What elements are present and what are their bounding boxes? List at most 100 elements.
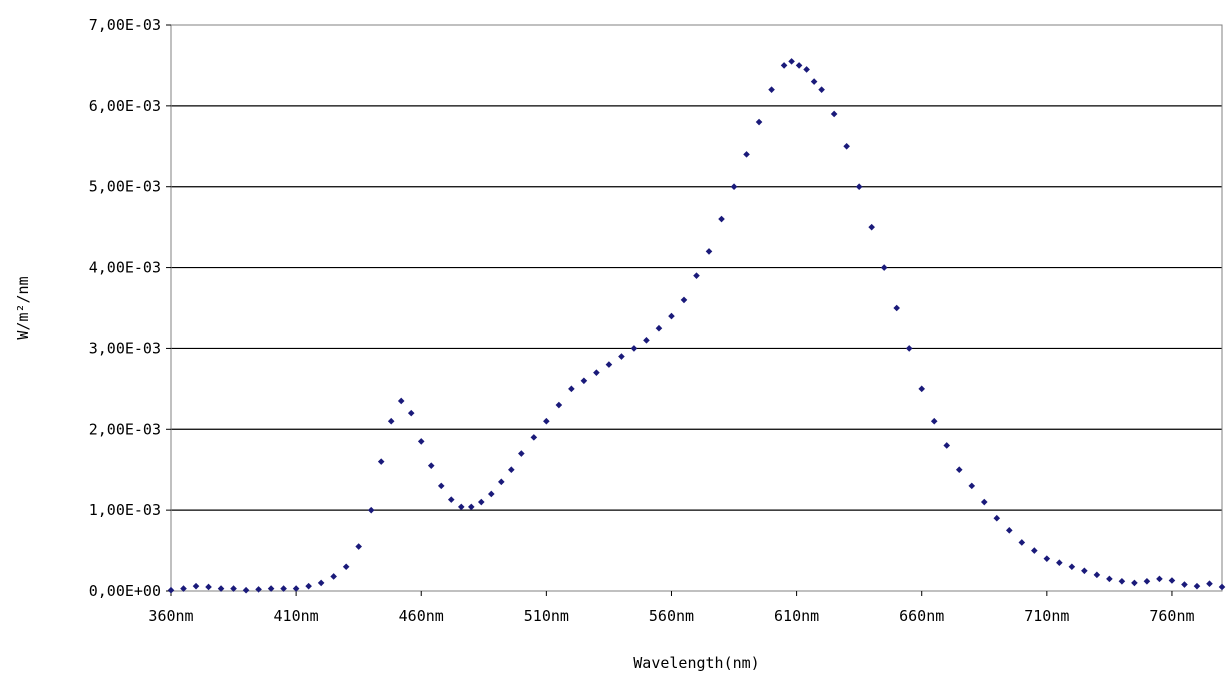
data-point: [980, 498, 988, 506]
data-point: [417, 438, 425, 445]
y-tick-label: 0,00E+00: [89, 582, 161, 600]
data-point: [1005, 527, 1013, 534]
y-tick-label: 4,00E-03: [89, 259, 161, 277]
data-point: [457, 503, 465, 511]
y-axis-title: W/m²/nm: [14, 276, 32, 339]
gridlines: [171, 105, 1222, 511]
x-tick-label: 460nm: [399, 607, 444, 625]
data-point: [1181, 581, 1188, 588]
data-point: [930, 417, 938, 425]
data-point: [467, 503, 475, 511]
data-point: [1156, 575, 1163, 583]
data-point: [518, 450, 525, 457]
y-tick-label: 2,00E-03: [89, 420, 161, 438]
data-point: [377, 458, 385, 465]
data-point: [1018, 539, 1026, 546]
data-point: [355, 543, 362, 550]
data-point: [880, 264, 888, 271]
data-point: [543, 417, 550, 425]
data-point: [630, 345, 638, 352]
data-point: [397, 397, 405, 405]
data-point: [788, 58, 795, 65]
data-point: [768, 86, 775, 93]
data-point: [1206, 580, 1213, 588]
plot-area-border: [170, 24, 1223, 592]
data-point: [680, 296, 688, 304]
data-point: [803, 66, 810, 73]
data-point: [810, 78, 818, 85]
data-point: [387, 417, 395, 425]
data-point: [1081, 567, 1088, 575]
data-point: [943, 442, 951, 449]
data-point: [780, 62, 788, 69]
data-point: [843, 142, 850, 150]
data-point: [477, 498, 485, 506]
data-points: [167, 58, 1226, 594]
data-point: [367, 506, 375, 514]
y-tick-label: 6,00E-03: [89, 97, 161, 115]
data-point: [1043, 555, 1051, 562]
data-point: [192, 582, 200, 590]
data-point: [993, 514, 1001, 522]
data-point: [1056, 559, 1063, 566]
data-point: [330, 573, 337, 580]
data-point: [498, 478, 505, 486]
data-point: [855, 183, 863, 191]
data-point: [1193, 582, 1201, 590]
data-point: [1168, 577, 1176, 584]
data-point: [893, 304, 900, 312]
data-point: [743, 151, 750, 158]
data-point: [755, 118, 763, 126]
data-point: [242, 586, 250, 594]
x-tick-label: 360nm: [148, 607, 193, 625]
x-tick-label: 760nm: [1149, 607, 1194, 625]
data-point: [905, 345, 913, 352]
data-point: [1068, 563, 1076, 571]
data-point: [655, 324, 663, 332]
data-point: [643, 337, 650, 344]
data-point: [1093, 571, 1101, 579]
data-point: [530, 434, 538, 441]
data-point: [407, 409, 415, 417]
data-point: [693, 272, 700, 279]
data-point: [795, 62, 803, 69]
data-point: [447, 496, 455, 503]
x-tick-label: 710nm: [1024, 607, 1069, 625]
x-tick-label: 610nm: [774, 607, 819, 625]
data-point: [580, 377, 588, 385]
data-point: [1218, 583, 1226, 591]
data-point: [1131, 579, 1138, 587]
data-point: [305, 582, 312, 590]
data-point: [230, 585, 237, 592]
data-point: [267, 585, 275, 592]
y-tick-label: 7,00E-03: [89, 16, 161, 34]
data-point: [968, 482, 976, 490]
x-tick-label: 410nm: [274, 607, 319, 625]
data-point: [317, 579, 325, 587]
data-point: [1106, 575, 1113, 583]
data-point: [868, 223, 875, 231]
data-point: [180, 585, 187, 592]
y-axis-ticks: 0,00E+00 1,00E-03 2,00E-03 3,00E-03 4,00E-03…: [89, 16, 171, 600]
data-point: [437, 482, 445, 490]
data-point: [593, 369, 600, 376]
data-point: [292, 585, 300, 592]
data-point: [555, 401, 563, 409]
data-point: [205, 583, 212, 591]
data-point: [427, 462, 435, 469]
data-point: [568, 385, 575, 393]
x-tick-label: 660nm: [899, 607, 944, 625]
data-point: [342, 563, 350, 571]
data-point: [280, 585, 287, 592]
data-point: [830, 110, 838, 118]
data-point: [955, 466, 963, 474]
data-point: [918, 385, 926, 393]
data-point: [508, 466, 515, 474]
data-point: [705, 248, 713, 255]
y-tick-label: 5,00E-03: [89, 178, 161, 196]
x-axis-ticks: 360nm 410nm 460nm 510nm 560nm 610nm 660nm 710nm…: [148, 591, 1195, 625]
data-point: [730, 183, 738, 191]
data-point: [255, 586, 262, 593]
data-point: [1118, 577, 1126, 585]
